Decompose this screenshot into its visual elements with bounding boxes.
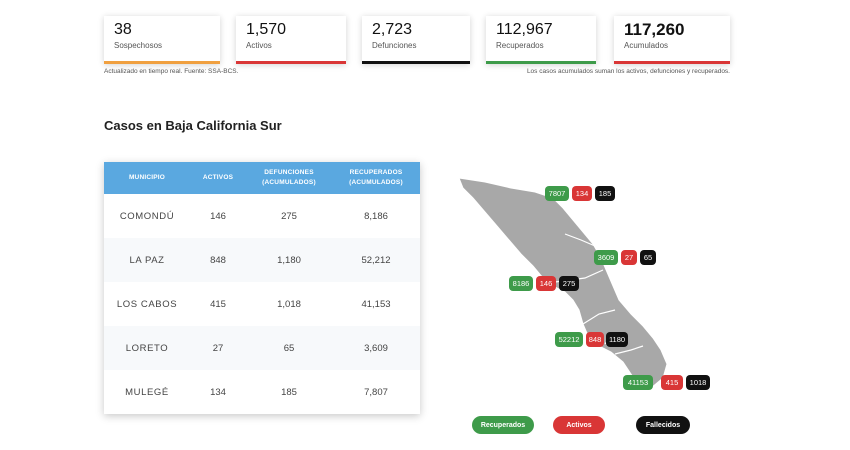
badge-comondu-activos: 146 xyxy=(536,276,556,291)
table-header: MUNICIPIO ACTIVOS DEFUNCIONES (ACUMULADO… xyxy=(104,162,420,194)
sum-note: Los casos acumulados suman los activos, … xyxy=(526,68,730,75)
stat-bar xyxy=(486,61,596,64)
table-row: LORETO 27 65 3,609 xyxy=(104,326,420,370)
stat-defunciones: 2,723 Defunciones xyxy=(362,16,470,64)
map-border-lines xyxy=(554,233,644,355)
stat-label: Defunciones xyxy=(372,41,417,50)
stat-bar xyxy=(614,61,730,64)
stat-value: 117,260 xyxy=(624,20,685,39)
stat-activos: 1,570 Activos xyxy=(236,16,346,64)
header-activos: ACTIVOS xyxy=(202,174,234,181)
stats-row: 38 Sospechosos 1,570 Activos 2,723 Defun… xyxy=(104,16,730,64)
cell-defunciones: 275 xyxy=(281,210,297,222)
table-row: LA PAZ 848 1,180 52,212 xyxy=(104,238,420,282)
cell-recuperados: 52,212 xyxy=(361,254,391,266)
badge-mulege-fallecidos: 185 xyxy=(595,186,615,201)
section-title: Casos en Baja California Sur xyxy=(104,118,282,133)
stat-value: 112,967 xyxy=(496,21,553,38)
cell-municipio: LORETO xyxy=(125,342,169,354)
cell-recuperados: 41,153 xyxy=(361,298,391,310)
legend-recuperados: Recuperados xyxy=(472,416,534,434)
cell-activos: 27 xyxy=(212,342,224,354)
stat-value: 38 xyxy=(114,21,132,38)
cell-activos: 848 xyxy=(210,254,226,266)
stat-value: 1,570 xyxy=(246,21,287,38)
cell-defunciones: 65 xyxy=(283,342,295,354)
header-municipio: MUNICIPIO xyxy=(128,174,166,181)
stat-label: Acumulados xyxy=(624,41,669,50)
stat-label: Recuperados xyxy=(496,41,544,50)
stat-bar xyxy=(104,61,220,64)
cell-municipio: COMONDÚ xyxy=(119,210,175,222)
cell-activos: 415 xyxy=(210,298,226,310)
badge-loscabos-recuperados: 41153 xyxy=(623,375,653,390)
cell-activos: 134 xyxy=(210,386,226,398)
badge-loscabos-fallecidos: 1018 xyxy=(686,375,710,390)
legend-activos: Activos xyxy=(553,416,605,434)
stat-sospechosos: 38 Sospechosos xyxy=(104,16,220,64)
badge-comondu-fallecidos: 275 xyxy=(559,276,579,291)
cell-recuperados: 7,807 xyxy=(364,386,388,398)
badge-loreto-activos: 27 xyxy=(621,250,637,265)
cell-activos: 146 xyxy=(210,210,226,222)
badge-lapaz-fallecidos: 1180 xyxy=(606,332,628,347)
stat-bar xyxy=(236,61,346,64)
cell-defunciones: 1,180 xyxy=(277,254,301,266)
badge-comondu-recuperados: 8186 xyxy=(509,276,533,291)
cell-defunciones: 185 xyxy=(281,386,297,398)
cases-table: MUNICIPIO ACTIVOS DEFUNCIONES (ACUMULADO… xyxy=(104,162,420,414)
stat-bar xyxy=(362,61,470,64)
stat-label: Sospechosos xyxy=(114,41,163,50)
stat-value: 2,723 xyxy=(372,21,413,38)
bcs-map-shape xyxy=(458,177,668,389)
cell-municipio: MULEGÉ xyxy=(125,386,169,398)
source-note: Actualizado en tiempo real. Fuente: SSA-… xyxy=(104,68,239,75)
bcs-map: 7807 134 185 3609 27 65 8186 146 275 522… xyxy=(455,174,715,396)
badge-loreto-recuperados: 3609 xyxy=(594,250,618,265)
cell-recuperados: 3,609 xyxy=(364,342,388,354)
badge-mulege-activos: 134 xyxy=(572,186,592,201)
badge-loreto-fallecidos: 65 xyxy=(640,250,656,265)
badge-loscabos-activos: 415 xyxy=(661,375,683,390)
header-recuperados: RECUPERADOS (ACUMULADOS) xyxy=(349,169,403,186)
cell-defunciones: 1,018 xyxy=(277,298,301,310)
table-row: MULEGÉ 134 185 7,807 xyxy=(104,370,420,414)
stat-acumulados: 117,260 Acumulados xyxy=(614,16,730,64)
table-row: COMONDÚ 146 275 8,186 xyxy=(104,194,420,238)
stat-label: Activos xyxy=(246,41,272,50)
cell-recuperados: 8,186 xyxy=(364,210,388,222)
badge-lapaz-activos: 848 xyxy=(586,332,604,347)
stat-recuperados: 112,967 Recuperados xyxy=(486,16,596,64)
cell-municipio: LA PAZ xyxy=(129,254,165,266)
cell-municipio: LOS CABOS xyxy=(116,298,178,310)
legend-fallecidos: Fallecidos xyxy=(636,416,690,434)
table-row: LOS CABOS 415 1,018 41,153 xyxy=(104,282,420,326)
header-defunciones: DEFUNCIONES (ACUMULADOS) xyxy=(262,169,316,186)
badge-mulege-recuperados: 7807 xyxy=(545,186,569,201)
badge-lapaz-recuperados: 52212 xyxy=(555,332,583,347)
